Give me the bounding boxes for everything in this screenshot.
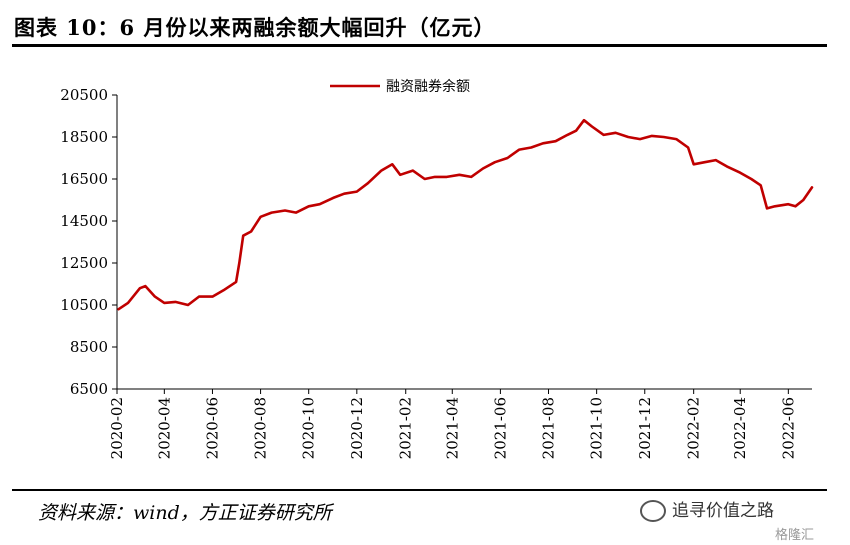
chart-title: 图表 10：6 月份以来两融余额大幅回升（亿元） [14, 15, 496, 40]
x-tick-label: 2020-06 [203, 397, 221, 459]
y-tick-label: 12500 [60, 254, 108, 272]
y-tick-label: 10500 [60, 296, 108, 314]
watermark-sub: 格隆汇 [775, 528, 815, 543]
y-tick-label: 18500 [60, 128, 108, 146]
x-tick-label: 2022-02 [685, 397, 703, 459]
x-tick-label: 2020-04 [155, 397, 173, 459]
x-tick-label: 2022-04 [731, 397, 749, 459]
series-line [117, 118, 814, 311]
wechat-icon [640, 500, 666, 522]
x-tick-label: 2021-04 [443, 397, 461, 459]
x-tick-label: 2021-12 [636, 397, 654, 459]
x-tick-label: 2021-10 [588, 397, 606, 459]
y-tick-label: 20500 [60, 86, 108, 104]
x-tick-label: 2020-12 [348, 397, 366, 459]
watermark-text: 追寻价值之路 [672, 501, 774, 521]
x-tick-label: 2020-10 [300, 397, 318, 459]
x-tick-label: 2020-02 [108, 397, 126, 459]
legend-label: 融资融券余额 [386, 78, 470, 95]
y-tick-label: 16500 [60, 170, 108, 188]
watermark: 追寻价值之路 [640, 496, 774, 522]
x-tick-label: 2022-06 [779, 397, 797, 459]
x-tick-label: 2021-06 [491, 397, 509, 459]
bottom-rule [12, 489, 827, 491]
y-tick-label: 8500 [70, 338, 108, 356]
x-tick-label: 2021-02 [397, 397, 415, 459]
x-tick-label: 2020-08 [252, 397, 270, 459]
x-tick-label: 2021-08 [540, 397, 558, 459]
y-tick-label: 14500 [60, 212, 108, 230]
y-tick-label: 6500 [70, 380, 108, 398]
source-note: 资料来源：wind，方正证券研究所 [38, 502, 332, 524]
top-rule [12, 44, 827, 47]
